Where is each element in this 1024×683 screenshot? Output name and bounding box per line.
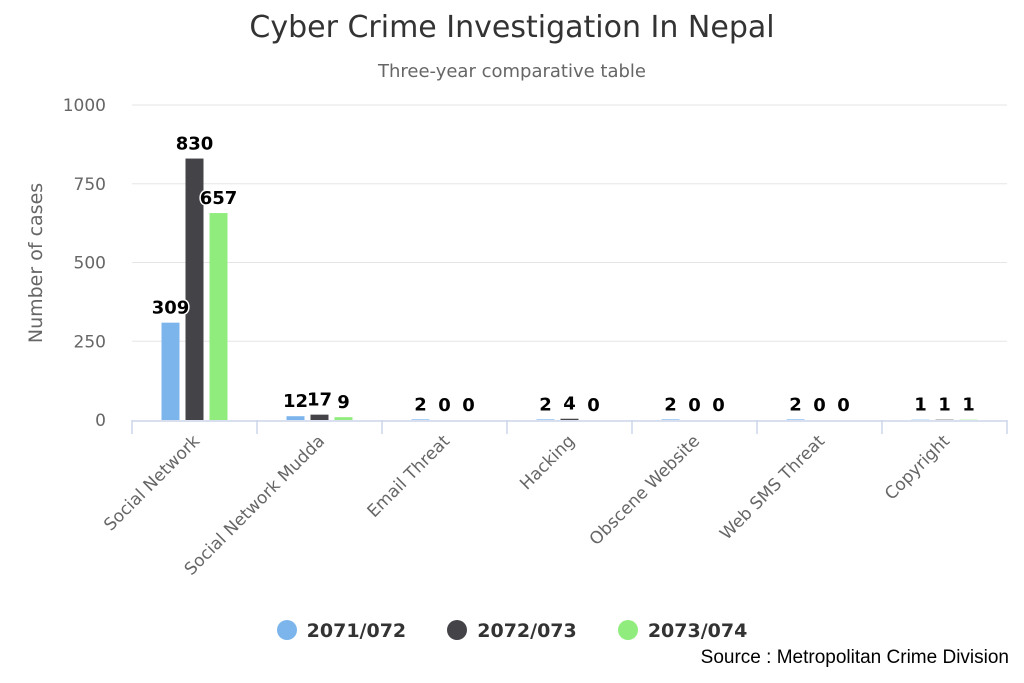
data-label: 9 [337,392,350,413]
data-label: 309 [152,298,190,319]
bar[interactable] [411,419,430,420]
gridlines [132,104,1007,342]
data-label: 12 [283,391,308,412]
x-tick-label: Copyright [881,431,954,504]
data-label: 4 [563,394,576,415]
source-note: Source : Metropolitan Crime Division [700,647,1009,668]
x-tick-label: Email Threat [364,431,455,522]
bar[interactable] [661,419,680,420]
data-label: 0 [587,395,600,416]
legend-item-2072-073[interactable]: 2072/073 [447,620,577,642]
bar[interactable] [209,213,228,420]
bar[interactable] [786,419,805,420]
data-label: 1 [914,395,927,416]
bar[interactable] [334,417,353,420]
x-tick-label: Hacking [516,431,579,494]
data-label: 2 [414,394,427,415]
bars [161,158,978,421]
bar[interactable] [286,416,305,420]
data-label: 0 [837,395,850,416]
bar[interactable] [185,158,204,421]
legend-item-2073-074[interactable]: 2073/074 [617,620,748,642]
legend-item-2071-072[interactable]: 2071/072 [276,620,407,642]
legend: 2071/072 2072/073 2073/074 [0,620,1024,642]
y-tick-label: 250 [74,332,106,352]
data-label: 0 [438,395,451,416]
data-label: 1 [938,395,951,416]
bar[interactable] [560,418,579,420]
bar[interactable] [310,414,329,420]
data-label: 657 [200,188,238,209]
data-label: 0 [462,395,475,416]
data-label: 2 [539,394,552,415]
y-tick-label: 500 [74,254,106,274]
legend-label: 2071/072 [306,620,407,642]
legend-label: 2072/073 [477,620,577,642]
x-tick-label: Social Network [100,431,204,535]
x-tick-label: Web SMS Threat [716,431,829,544]
data-label: 17 [307,390,332,411]
x-tick-label: Obscene Website [586,431,704,549]
legend-label: 2073/074 [647,620,748,642]
legend-marker [617,620,638,640]
data-label: 830 [176,134,214,155]
y-axis-title: Number of cases [25,183,47,343]
legend-marker [447,620,468,640]
bar[interactable] [536,419,555,420]
chart-title: Cyber Crime Investigation In Nepal [249,10,775,45]
y-tick-label: 1000 [63,96,106,116]
data-label: 0 [813,395,826,416]
legend-marker [276,620,297,640]
y-tick-label: 750 [74,175,106,195]
y-tick-label: 0 [95,411,106,431]
bar[interactable] [161,322,180,420]
data-label: 2 [789,394,802,415]
chart-subtitle: Three-year comparative table [377,61,647,82]
x-tick-label: Social Network Mudda [181,431,329,579]
data-label: 0 [688,395,701,416]
data-label: 0 [712,395,725,416]
data-label: 1 [962,395,975,416]
y-axis: 0 250 500 750 1000 [63,96,106,431]
data-label: 2 [664,394,677,415]
